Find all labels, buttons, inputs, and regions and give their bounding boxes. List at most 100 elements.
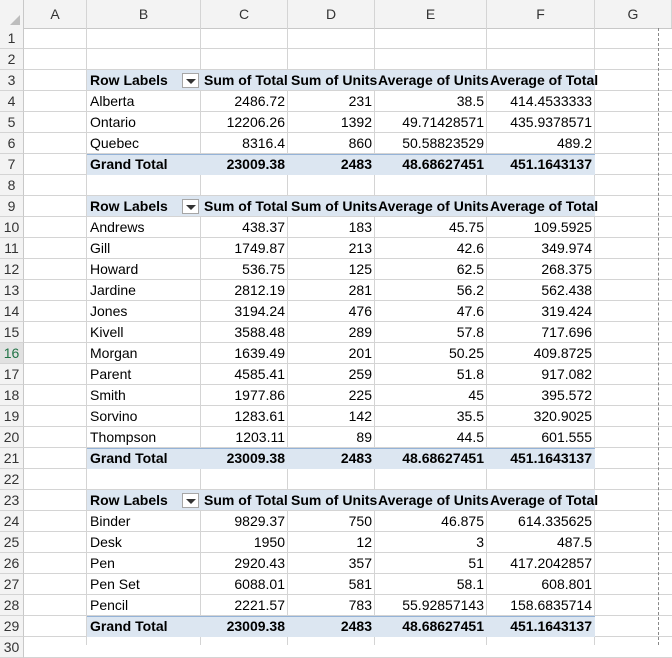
pivot-grand-total-label[interactable]: Grand Total: [90, 450, 168, 466]
pivot-value-cell[interactable]: 917.082: [541, 366, 592, 382]
pivot-value-cell[interactable]: 8316.4: [242, 135, 285, 151]
pivot-value-cell[interactable]: 49.71428571: [402, 114, 484, 130]
row-header-22[interactable]: 22: [0, 469, 24, 490]
column-header-d[interactable]: D: [288, 0, 375, 28]
pivot-value-cell[interactable]: 289: [348, 324, 372, 340]
pivot-value-cell[interactable]: 35.5: [456, 408, 484, 424]
pivot-value-cell[interactable]: 1639.49: [234, 345, 285, 361]
row-header-30[interactable]: 30: [0, 637, 24, 658]
pivot-value-cell[interactable]: 158.6835714: [510, 597, 592, 613]
pivot-column-header[interactable]: Average of Units: [378, 72, 489, 88]
pivot-value-cell[interactable]: 476: [348, 303, 372, 319]
pivot-value-cell[interactable]: 38.5: [456, 93, 484, 109]
pivot-grand-total-value[interactable]: 2483: [340, 156, 372, 172]
pivot-value-cell[interactable]: 58.1: [456, 576, 484, 592]
pivot-column-header[interactable]: Average of Units: [378, 198, 489, 214]
filter-dropdown-icon[interactable]: [182, 493, 199, 508]
pivot-grand-total-value[interactable]: 23009.38: [226, 618, 285, 634]
pivot-grand-total-label[interactable]: Grand Total: [90, 156, 168, 172]
column-header-g[interactable]: G: [595, 0, 672, 28]
pivot-value-cell[interactable]: 45.75: [448, 219, 484, 235]
pivot-value-cell[interactable]: 1950: [253, 534, 285, 550]
pivot-column-header[interactable]: Sum of Units: [291, 72, 378, 88]
pivot-value-cell[interactable]: 89: [356, 429, 372, 445]
pivot-grand-total-value[interactable]: 48.68627451: [402, 156, 484, 172]
pivot-grand-total-value[interactable]: 23009.38: [226, 156, 285, 172]
pivot-value-cell[interactable]: 2486.72: [234, 93, 285, 109]
row-header-6[interactable]: 6: [0, 133, 24, 154]
pivot-row-label[interactable]: Sorvino: [90, 408, 138, 424]
column-header-e[interactable]: E: [375, 0, 487, 28]
column-header-c[interactable]: C: [201, 0, 288, 28]
pivot-value-cell[interactable]: 320.9025: [533, 408, 592, 424]
row-header-15[interactable]: 15: [0, 322, 24, 343]
pivot-value-cell[interactable]: 44.5: [456, 429, 484, 445]
pivot-value-cell[interactable]: 1283.61: [234, 408, 285, 424]
pivot-grand-total-label[interactable]: Grand Total: [90, 618, 168, 634]
row-header-12[interactable]: 12: [0, 259, 24, 280]
pivot-row-label[interactable]: Howard: [90, 261, 139, 277]
pivot-column-header[interactable]: Average of Total: [490, 72, 599, 88]
pivot-value-cell[interactable]: 608.801: [541, 576, 592, 592]
row-header-13[interactable]: 13: [0, 280, 24, 301]
pivot-value-cell[interactable]: 12206.26: [226, 114, 285, 130]
pivot-value-cell[interactable]: 213: [348, 240, 372, 256]
pivot-row-label[interactable]: Quebec: [90, 135, 140, 151]
row-header-8[interactable]: 8: [0, 175, 24, 196]
column-header-f[interactable]: F: [487, 0, 595, 28]
pivot-row-label[interactable]: Alberta: [90, 93, 135, 109]
pivot-value-cell[interactable]: 142: [348, 408, 372, 424]
pivot-value-cell[interactable]: 3: [476, 534, 484, 550]
pivot-row-label[interactable]: Andrews: [90, 219, 145, 235]
pivot-column-header[interactable]: Sum of Total: [204, 492, 288, 508]
row-header-10[interactable]: 10: [0, 217, 24, 238]
pivot-value-cell[interactable]: 109.5925: [533, 219, 592, 235]
pivot-value-cell[interactable]: 12: [356, 534, 372, 550]
pivot-value-cell[interactable]: 562.438: [541, 282, 592, 298]
pivot-value-cell[interactable]: 46.875: [441, 513, 484, 529]
pivot-value-cell[interactable]: 47.6: [456, 303, 484, 319]
pivot-value-cell[interactable]: 57.8: [456, 324, 484, 340]
pivot-value-cell[interactable]: 750: [348, 513, 372, 529]
row-header-25[interactable]: 25: [0, 532, 24, 553]
pivot-value-cell[interactable]: 417.2042857: [510, 555, 592, 571]
row-header-20[interactable]: 20: [0, 427, 24, 448]
pivot-row-labels-header[interactable]: Row Labels: [90, 198, 168, 214]
pivot-value-cell[interactable]: 536.75: [242, 261, 285, 277]
pivot-value-cell[interactable]: 62.5: [456, 261, 484, 277]
row-header-24[interactable]: 24: [0, 511, 24, 532]
pivot-value-cell[interactable]: 601.555: [541, 429, 592, 445]
pivot-row-label[interactable]: Thompson: [90, 429, 157, 445]
column-header-a[interactable]: A: [24, 0, 87, 28]
pivot-value-cell[interactable]: 614.335625: [518, 513, 592, 529]
row-header-27[interactable]: 27: [0, 574, 24, 595]
pivot-row-label[interactable]: Kivell: [90, 324, 124, 340]
row-header-4[interactable]: 4: [0, 91, 24, 112]
pivot-row-label[interactable]: Morgan: [90, 345, 138, 361]
pivot-value-cell[interactable]: 50.58823529: [402, 135, 484, 151]
pivot-value-cell[interactable]: 487.5: [556, 534, 592, 550]
pivot-grand-total-value[interactable]: 451.1643137: [510, 156, 592, 172]
pivot-value-cell[interactable]: 183: [348, 219, 372, 235]
pivot-value-cell[interactable]: 50.25: [448, 345, 484, 361]
pivot-column-header[interactable]: Average of Total: [490, 492, 599, 508]
pivot-value-cell[interactable]: 1977.86: [234, 387, 285, 403]
pivot-grand-total-value[interactable]: 451.1643137: [510, 450, 592, 466]
row-header-19[interactable]: 19: [0, 406, 24, 427]
pivot-value-cell[interactable]: 259: [348, 366, 372, 382]
pivot-value-cell[interactable]: 56.2: [456, 282, 484, 298]
pivot-row-label[interactable]: Pen: [90, 555, 115, 571]
filter-dropdown-icon[interactable]: [182, 73, 199, 88]
pivot-value-cell[interactable]: 225: [348, 387, 372, 403]
pivot-value-cell[interactable]: 1392: [340, 114, 372, 130]
pivot-value-cell[interactable]: 231: [348, 93, 372, 109]
pivot-value-cell[interactable]: 395.572: [541, 387, 592, 403]
pivot-value-cell[interactable]: 3588.48: [234, 324, 285, 340]
pivot-value-cell[interactable]: 125: [348, 261, 372, 277]
pivot-value-cell[interactable]: 783: [348, 597, 372, 613]
pivot-row-labels-header[interactable]: Row Labels: [90, 492, 168, 508]
pivot-grand-total-value[interactable]: 48.68627451: [402, 450, 484, 466]
pivot-value-cell[interactable]: 489.2: [556, 135, 592, 151]
pivot-value-cell[interactable]: 2812.19: [234, 282, 285, 298]
row-header-14[interactable]: 14: [0, 301, 24, 322]
